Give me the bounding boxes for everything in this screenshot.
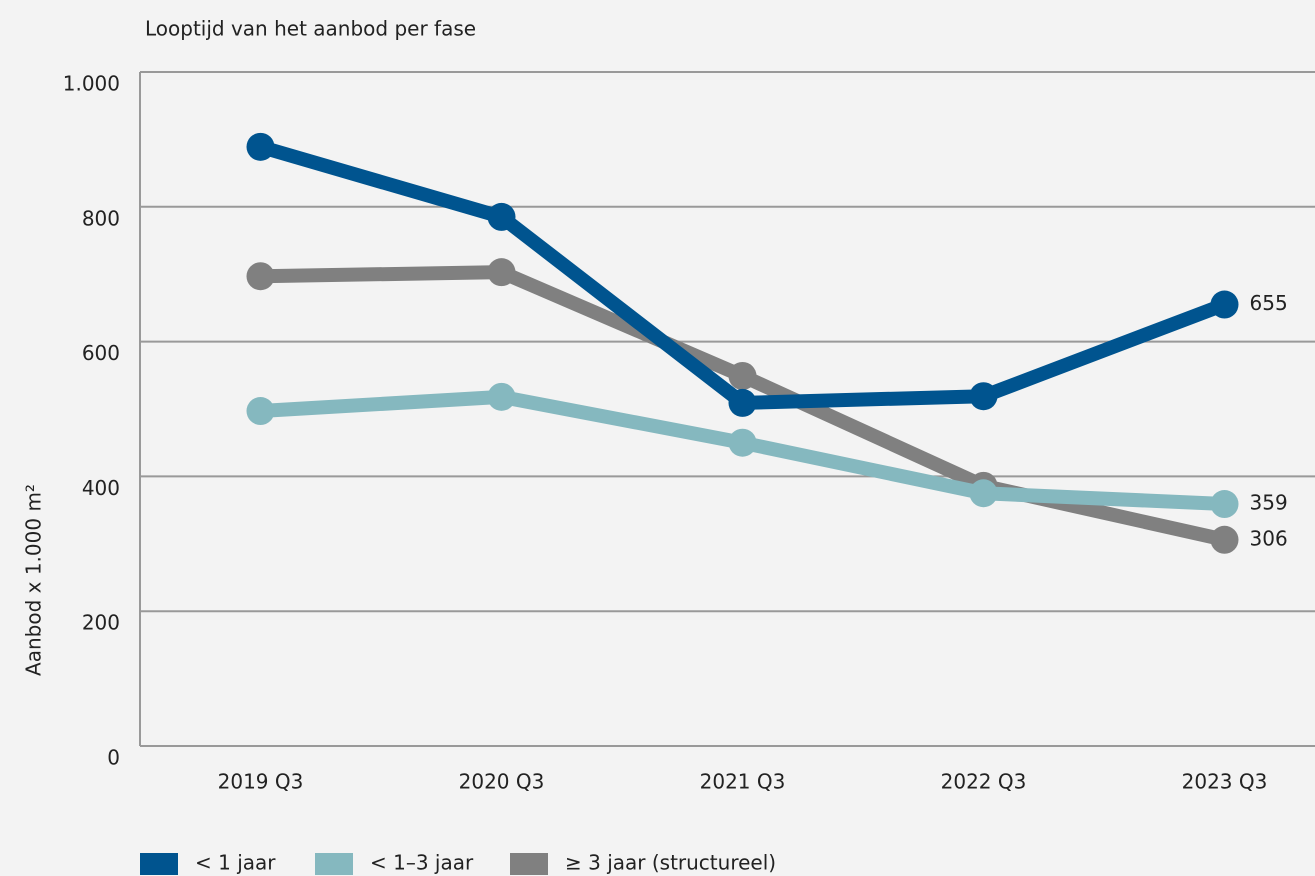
- point: [487, 202, 516, 231]
- y-tick-label: 600: [82, 341, 120, 365]
- point: [246, 132, 275, 161]
- data-label: 306: [1250, 526, 1288, 550]
- legend-label: < 1 jaar: [195, 851, 276, 875]
- point: [1210, 525, 1239, 554]
- legend-swatch: [140, 853, 178, 875]
- chart-title: Looptijd van het aanbod per fase: [145, 17, 476, 41]
- point: [728, 361, 757, 390]
- point: [728, 428, 757, 457]
- point: [246, 262, 275, 291]
- y-axis-label: Aanbod x 1.000 m²: [22, 484, 46, 676]
- y-tick-label: 400: [82, 476, 120, 500]
- point: [969, 479, 998, 508]
- x-tick-label: 2022 Q3: [941, 770, 1027, 794]
- point: [246, 397, 275, 426]
- point: [1210, 490, 1239, 519]
- point: [487, 382, 516, 411]
- point: [728, 388, 757, 417]
- x-tick-label: 2021 Q3: [700, 770, 786, 794]
- legend-swatch: [315, 853, 353, 875]
- point: [969, 382, 998, 411]
- x-tick-label: 2023 Q3: [1182, 770, 1268, 794]
- y-tick-label: 800: [82, 206, 120, 230]
- point: [1210, 290, 1239, 319]
- y-tick-label: 1.000: [63, 72, 120, 96]
- x-tick-label: 2019 Q3: [218, 770, 304, 794]
- y-tick-label: 200: [82, 611, 120, 635]
- y-tick-label: 0: [107, 746, 120, 770]
- x-tick-label: 2020 Q3: [459, 770, 545, 794]
- data-label: 359: [1250, 491, 1288, 515]
- legend-label: ≥ 3 jaar (structureel): [565, 851, 776, 875]
- point: [487, 258, 516, 287]
- legend-label: < 1–3 jaar: [370, 851, 474, 875]
- data-label: 655: [1250, 291, 1288, 315]
- legend-swatch: [510, 853, 548, 875]
